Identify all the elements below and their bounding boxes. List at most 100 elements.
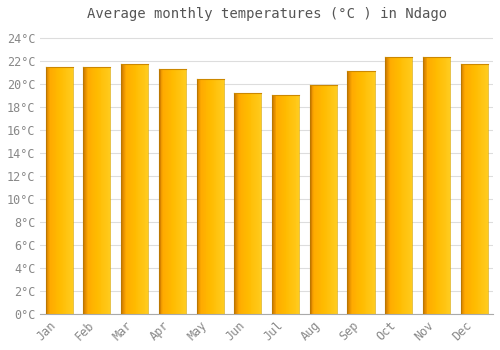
Bar — [485, 64, 486, 314]
Bar — [54, 66, 56, 314]
Bar — [182, 69, 183, 314]
Bar — [124, 64, 126, 314]
Bar — [211, 79, 212, 314]
Bar — [213, 79, 214, 314]
Bar — [322, 85, 324, 314]
Bar — [370, 71, 371, 314]
Bar — [272, 95, 273, 314]
Bar — [177, 69, 178, 314]
Bar — [294, 95, 296, 314]
Bar — [276, 95, 278, 314]
Bar — [46, 66, 48, 314]
Bar — [284, 95, 286, 314]
Bar — [290, 95, 291, 314]
Bar — [103, 66, 104, 314]
Bar — [484, 64, 485, 314]
Bar — [392, 57, 394, 314]
Bar — [477, 64, 478, 314]
Bar — [53, 66, 54, 314]
Bar — [449, 57, 450, 314]
Bar — [72, 66, 73, 314]
Bar — [395, 57, 396, 314]
Bar — [289, 95, 290, 314]
Bar — [107, 66, 108, 314]
Bar — [221, 79, 222, 314]
Bar — [160, 69, 162, 314]
Bar — [441, 57, 442, 314]
Bar — [175, 69, 176, 314]
Bar — [123, 64, 124, 314]
Bar — [139, 64, 140, 314]
Bar — [126, 64, 128, 314]
Bar — [209, 79, 210, 314]
Bar — [332, 85, 333, 314]
Bar — [286, 95, 288, 314]
Bar — [208, 79, 209, 314]
Bar — [467, 64, 468, 314]
Bar — [253, 93, 254, 314]
Bar — [234, 93, 235, 314]
Bar — [104, 66, 105, 314]
Bar — [472, 64, 474, 314]
Bar — [87, 66, 88, 314]
Bar — [58, 66, 59, 314]
Bar — [366, 71, 368, 314]
Bar — [487, 64, 488, 314]
Bar — [130, 64, 131, 314]
Bar — [245, 93, 246, 314]
Bar — [326, 85, 327, 314]
Bar — [240, 93, 242, 314]
Bar — [402, 57, 404, 314]
Bar — [223, 79, 224, 314]
Bar — [88, 66, 90, 314]
Bar — [220, 79, 221, 314]
Bar — [255, 93, 256, 314]
Bar — [86, 66, 87, 314]
Bar — [371, 71, 372, 314]
Bar — [252, 93, 253, 314]
Bar — [90, 66, 92, 314]
Bar — [165, 69, 166, 314]
Bar — [460, 64, 462, 314]
Bar — [348, 71, 349, 314]
Bar — [390, 57, 392, 314]
Bar — [359, 71, 360, 314]
Bar — [315, 85, 316, 314]
Bar — [482, 64, 483, 314]
Bar — [273, 95, 274, 314]
Bar — [258, 93, 260, 314]
Bar — [176, 69, 177, 314]
Bar — [164, 69, 165, 314]
Bar — [423, 57, 424, 314]
Bar — [105, 66, 106, 314]
Bar — [325, 85, 326, 314]
Bar — [385, 57, 386, 314]
Bar — [439, 57, 440, 314]
Bar — [387, 57, 388, 314]
Bar — [317, 85, 318, 314]
Bar — [68, 66, 69, 314]
Bar — [185, 69, 186, 314]
Bar — [361, 71, 362, 314]
Bar — [356, 71, 358, 314]
Bar — [408, 57, 410, 314]
Bar — [465, 64, 466, 314]
Bar — [363, 71, 364, 314]
Bar — [368, 71, 369, 314]
Bar — [466, 64, 467, 314]
Bar — [216, 79, 218, 314]
Bar — [360, 71, 361, 314]
Bar — [122, 64, 123, 314]
Bar — [84, 66, 85, 314]
Bar — [178, 69, 180, 314]
Bar — [293, 95, 294, 314]
Bar — [330, 85, 332, 314]
Bar — [486, 64, 487, 314]
Bar — [328, 85, 330, 314]
Bar — [98, 66, 100, 314]
Bar — [282, 95, 283, 314]
Bar — [131, 64, 132, 314]
Bar — [281, 95, 282, 314]
Bar — [475, 64, 476, 314]
Bar — [143, 64, 144, 314]
